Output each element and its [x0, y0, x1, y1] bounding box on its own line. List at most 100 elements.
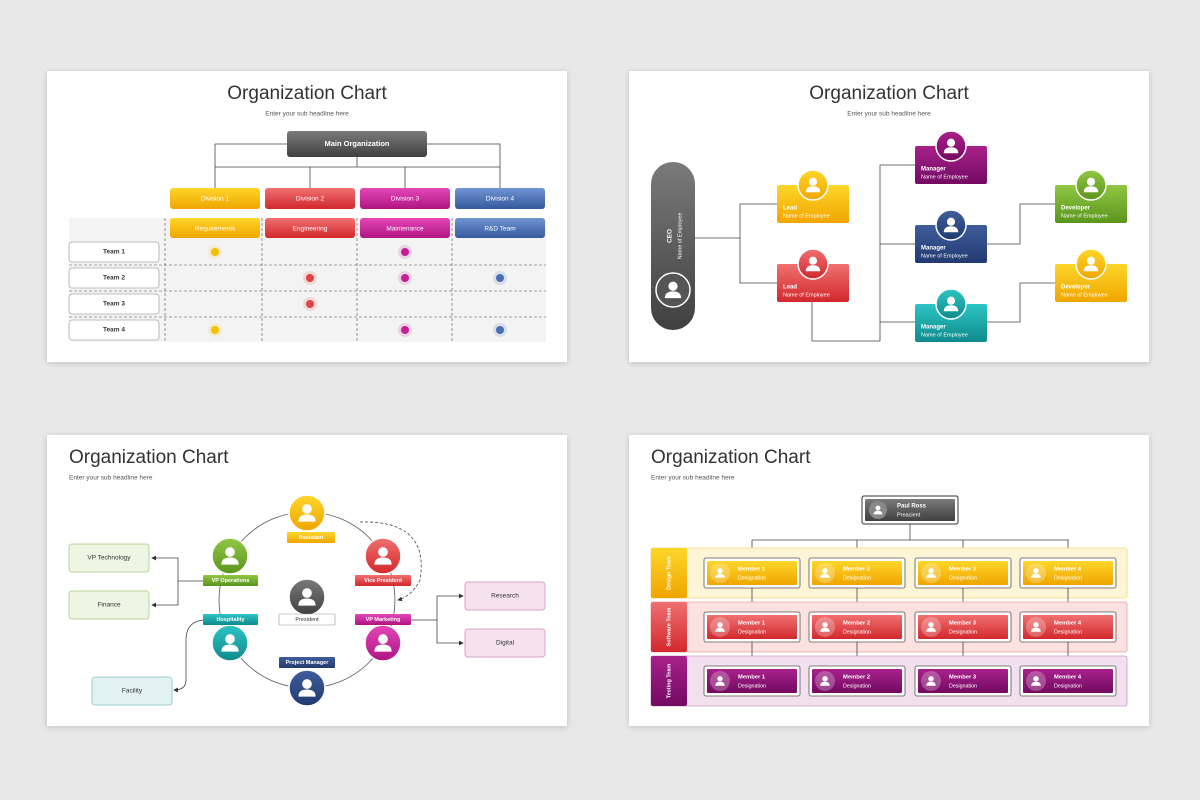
person-box: [915, 304, 987, 342]
person-role: Manager: [921, 167, 946, 173]
membership-dot: [401, 248, 409, 256]
head-name: Paul Ross: [897, 504, 927, 510]
avatar-body: [1083, 265, 1099, 272]
function-label: Requirements: [195, 226, 236, 233]
outer-box: [91, 676, 173, 706]
connector: [987, 282, 1055, 323]
avatar-head: [717, 622, 723, 628]
avatar-head: [668, 281, 678, 291]
person-box: [915, 225, 987, 263]
head-role: Preacient: [897, 512, 921, 518]
avatar-head: [1086, 256, 1096, 265]
division-box: [170, 188, 260, 209]
member-name: Member 3: [949, 675, 977, 681]
division-label: Division 4: [486, 196, 515, 203]
avatar-head: [808, 256, 818, 265]
team-label: Software Team: [666, 608, 672, 647]
membership-dot: [401, 326, 409, 334]
avatar-body: [820, 627, 830, 632]
avatar-body: [805, 265, 821, 272]
membership-dot: [401, 274, 409, 282]
avatar-head: [928, 676, 934, 682]
division-label: Division 1: [201, 196, 230, 203]
avatar-head: [717, 568, 723, 574]
slide-subtitle: Enter your sub headline here: [69, 475, 153, 482]
member-name: Member 3: [949, 621, 977, 627]
avatar-body: [943, 226, 959, 233]
slide-subtitle: Enter your sub headline here: [651, 475, 735, 482]
function-box: [455, 218, 545, 238]
avatar-head: [302, 679, 312, 689]
member-box: [707, 561, 797, 585]
slide-title: Organization Chart: [69, 447, 229, 468]
team-box: [68, 241, 160, 263]
connector: [739, 203, 777, 284]
member-role: Designation: [1054, 575, 1082, 581]
node-label: VP Operations: [212, 578, 250, 584]
team-label: Design Team: [666, 556, 672, 590]
person-role: Lead: [783, 285, 797, 291]
connector: [879, 164, 915, 341]
member-name: Member 2: [843, 675, 870, 681]
person-name: Name of Employee: [921, 174, 968, 180]
node-label: Vice President: [364, 578, 402, 584]
person-box: [777, 185, 849, 223]
member-name: Member 1: [738, 621, 766, 627]
slide-subtitle: Enter your sub headline here: [265, 111, 349, 118]
avatar-head: [1033, 676, 1039, 682]
member-role: Designation: [738, 683, 766, 689]
person-role: Manager: [921, 246, 946, 252]
avatar-body: [926, 627, 936, 632]
avatar-body: [715, 573, 725, 578]
membership-dot: [306, 300, 314, 308]
membership-dot: [306, 274, 314, 282]
person-name: Name of Employee: [921, 332, 968, 338]
person-name: Name of Employee: [783, 292, 830, 298]
member-box: [812, 561, 902, 585]
function-box: [170, 218, 260, 238]
function-box: [265, 218, 355, 238]
avatar-head: [928, 622, 934, 628]
division-box: [455, 188, 545, 209]
avatar-head: [875, 505, 881, 511]
arrow: [173, 619, 204, 693]
team-label-box: [651, 548, 687, 598]
member-box: [707, 669, 797, 693]
member-box: [707, 615, 797, 639]
node-label-box: [355, 575, 411, 586]
outer-label: Research: [491, 593, 519, 600]
outer-label: Finance: [97, 602, 121, 609]
avatar-head: [378, 634, 388, 644]
avatar-head: [302, 588, 312, 598]
avatar-body: [298, 514, 316, 522]
avatar-body: [374, 644, 392, 652]
avatar-body: [820, 681, 830, 686]
person-role: Developer: [1061, 206, 1091, 212]
outer-box: [68, 590, 150, 620]
team-label: Team 2: [103, 275, 125, 282]
slide-subtitle: Enter your sub headline here: [847, 111, 931, 118]
avatar-body: [221, 557, 239, 565]
avatar-body: [820, 573, 830, 578]
member-box: [812, 669, 902, 693]
node-label: Hospitality: [216, 617, 245, 623]
team-box: [68, 267, 160, 289]
avatar-body: [1083, 186, 1099, 193]
avatar-body: [221, 644, 239, 652]
arrow: [151, 555, 203, 582]
outer-box: [464, 581, 546, 611]
member-role: Designation: [843, 683, 871, 689]
team-label: Team 1: [103, 249, 125, 256]
connector: [987, 203, 1055, 245]
member-name: Member 2: [843, 567, 870, 573]
avatar-head: [1033, 622, 1039, 628]
member-box: [1023, 615, 1113, 639]
ceo-role: CEO: [667, 229, 674, 243]
node-label: VP Marketing: [366, 617, 401, 623]
ceo-name: Name of Employee: [677, 213, 683, 260]
member-name: Member 3: [949, 567, 977, 573]
center-label: President: [295, 617, 319, 623]
division-box: [265, 188, 355, 209]
dashed-arc: [359, 521, 422, 602]
